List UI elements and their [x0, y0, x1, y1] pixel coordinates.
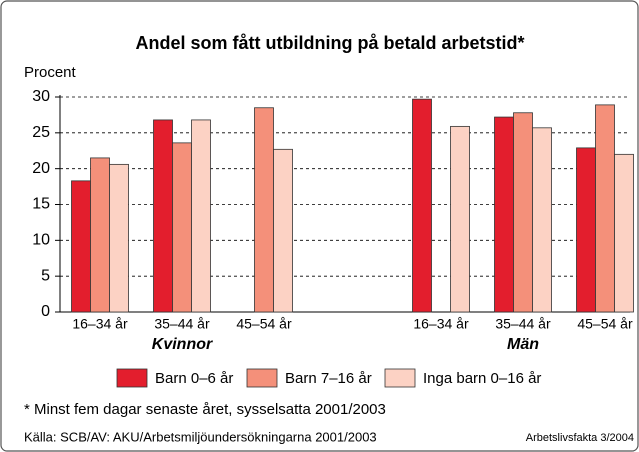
bar: [532, 127, 552, 313]
bar: [172, 142, 192, 313]
legend-swatch: [116, 368, 148, 388]
group-label: Kvinnor: [152, 336, 213, 353]
y-tick-label: 15: [32, 196, 50, 213]
bar: [412, 98, 432, 313]
x-tick-label: 45–54 år: [236, 316, 292, 332]
bar: [450, 125, 470, 313]
y-tick-label: 10: [32, 232, 50, 249]
legend-label: Inga barn 0–16 år: [423, 370, 541, 387]
group-label: Män: [507, 336, 539, 353]
bar: [109, 163, 129, 313]
legend-swatch: [384, 368, 416, 388]
bar: [614, 153, 634, 313]
chart-title: Andel som fått utbildning på betald arbe…: [135, 33, 524, 53]
bar: [513, 112, 533, 313]
bar: [90, 157, 110, 313]
footnote: * Minst fem dagar senaste året, sysselsa…: [24, 401, 386, 418]
x-tick-label: 16–34 år: [413, 316, 469, 332]
y-tick-label: 20: [32, 160, 50, 177]
bar: [71, 180, 91, 313]
legend-label: Barn 7–16 år: [285, 370, 372, 387]
x-tick-label: 35–44 år: [154, 316, 210, 332]
x-tick-label: 16–34 år: [72, 316, 128, 332]
y-tick-label: 5: [41, 267, 50, 284]
y-axis-label: Procent: [24, 64, 77, 81]
x-tick-label: 45–54 år: [577, 316, 633, 332]
bar: [494, 116, 514, 313]
bar: [595, 104, 615, 313]
bar: [576, 147, 596, 313]
legend-swatch: [246, 368, 278, 388]
y-tick-label: 0: [41, 303, 50, 320]
bar: [254, 107, 274, 313]
y-tick-label: 30: [32, 88, 50, 105]
legend-label: Barn 0–6 år: [155, 370, 233, 387]
bar: [273, 148, 293, 313]
bar: [153, 119, 173, 313]
x-tick-label: 35–44 år: [495, 316, 551, 332]
publication: Arbetslivsfakta 3/2004: [526, 432, 634, 444]
bar: [191, 119, 211, 313]
y-tick-label: 25: [32, 124, 50, 141]
source: Källa: SCB/AV: AKU/Arbetsmiljöundersökni…: [24, 429, 377, 444]
